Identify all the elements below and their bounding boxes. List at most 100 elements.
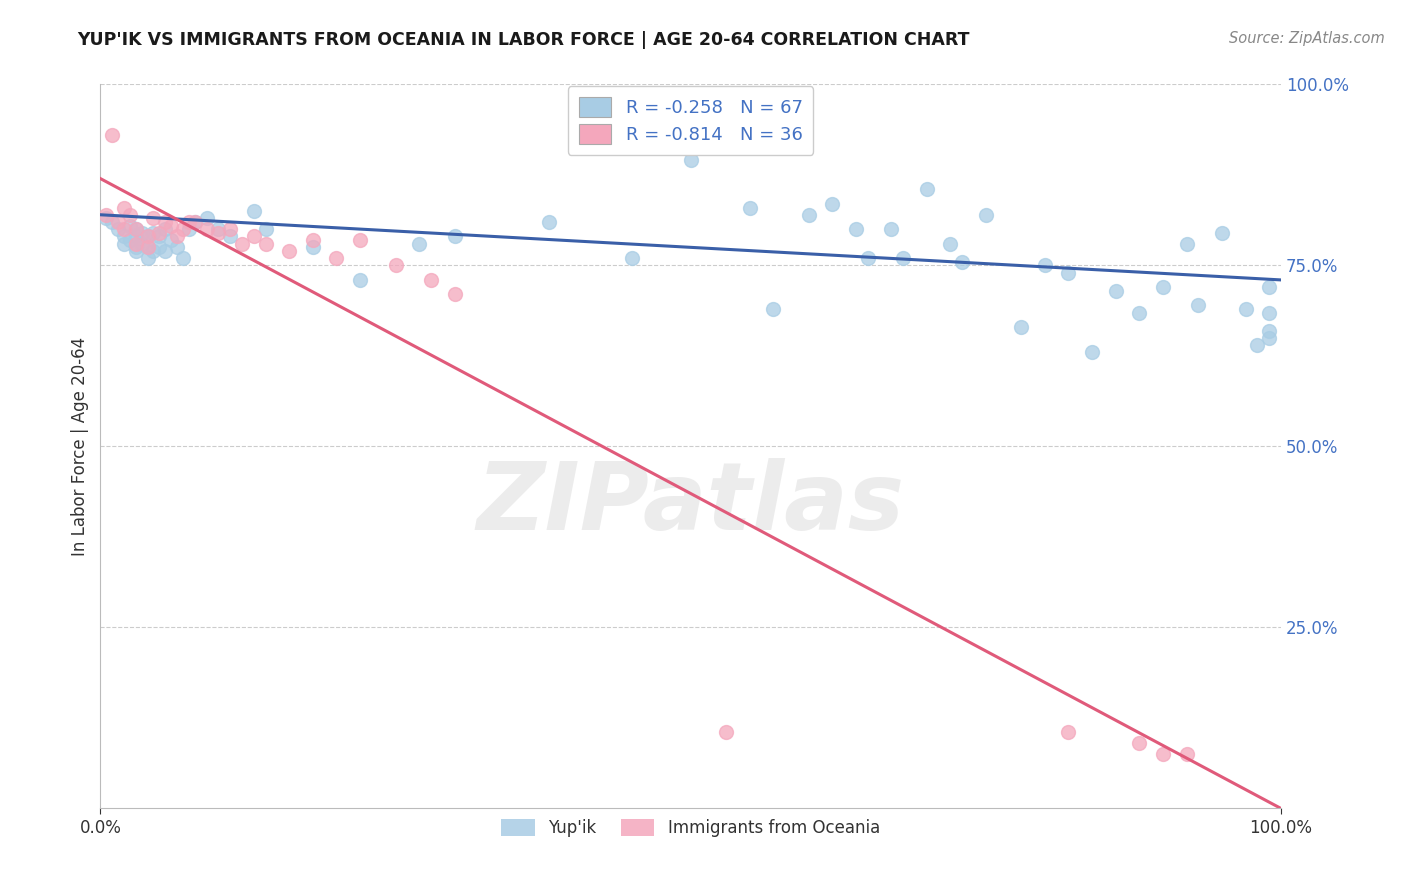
Point (443, 287, 465, 301)
Point (118, 219, 141, 233)
Point (136, 240, 159, 254)
Point (1057, 266, 1080, 280)
Point (302, 240, 325, 254)
Point (1152, 280, 1174, 294)
Point (880, 222, 903, 236)
Point (939, 236, 962, 251)
Point (231, 236, 253, 251)
Point (118, 233, 141, 247)
Point (325, 251, 347, 265)
Point (384, 259, 406, 273)
Point (107, 215, 129, 229)
Point (738, 201, 761, 215)
Point (148, 226, 170, 240)
Point (1258, 331, 1281, 345)
Point (125, 236, 148, 251)
Point (1175, 236, 1198, 251)
Point (1105, 284, 1128, 298)
Point (112, 229, 135, 244)
Point (1128, 305, 1150, 319)
Point (166, 240, 188, 254)
Point (125, 229, 148, 244)
Text: YUP'IK VS IMMIGRANTS FROM OCEANIA IN LABOR FORCE | AGE 20-64 CORRELATION CHART: YUP'IK VS IMMIGRANTS FROM OCEANIA IN LAB… (77, 31, 970, 49)
Point (112, 201, 135, 215)
Point (856, 251, 879, 265)
Point (537, 215, 560, 229)
Point (845, 222, 868, 236)
Point (160, 219, 183, 233)
Point (1246, 338, 1268, 352)
Point (160, 233, 183, 247)
Point (1258, 305, 1281, 319)
Point (1033, 259, 1056, 273)
Point (419, 273, 441, 287)
Point (136, 240, 159, 254)
Point (1057, 725, 1080, 739)
Point (184, 215, 207, 229)
Point (278, 244, 301, 258)
Point (620, 251, 643, 265)
Point (219, 229, 242, 244)
Point (1211, 226, 1233, 240)
Point (714, 725, 737, 739)
Y-axis label: In Labor Force | Age 20-64: In Labor Force | Age 20-64 (72, 337, 89, 556)
Point (974, 208, 997, 222)
Point (96, 211, 118, 226)
Point (1010, 320, 1032, 334)
Point (125, 222, 148, 236)
Text: Source: ZipAtlas.com: Source: ZipAtlas.com (1229, 31, 1385, 46)
Point (1081, 345, 1104, 359)
Point (155, 244, 177, 258)
Point (243, 204, 266, 219)
Point (148, 240, 170, 254)
Point (142, 211, 165, 226)
Point (142, 226, 165, 240)
Point (195, 211, 218, 226)
Point (172, 222, 194, 236)
Point (177, 222, 200, 236)
Point (302, 233, 325, 247)
Point (891, 251, 914, 265)
Point (679, 153, 702, 168)
Point (797, 208, 820, 222)
Point (148, 229, 170, 244)
Point (136, 229, 159, 244)
Point (254, 222, 277, 236)
Point (131, 236, 153, 251)
Point (184, 215, 207, 229)
Point (155, 215, 177, 229)
Point (125, 240, 148, 254)
Point (112, 236, 135, 251)
Point (118, 208, 141, 222)
Point (762, 301, 785, 316)
Point (107, 222, 129, 236)
Point (408, 236, 430, 251)
Point (125, 222, 148, 236)
Point (1187, 298, 1209, 312)
Point (1175, 747, 1198, 761)
Point (1128, 736, 1150, 750)
Point (1152, 747, 1174, 761)
Point (1234, 301, 1257, 316)
Point (207, 222, 229, 236)
Point (177, 215, 200, 229)
Point (172, 251, 194, 265)
Point (136, 251, 159, 265)
Point (101, 128, 124, 142)
Point (207, 226, 229, 240)
Point (1258, 280, 1281, 294)
Point (166, 229, 188, 244)
Point (254, 236, 277, 251)
Point (131, 226, 153, 240)
Point (155, 222, 177, 236)
Legend: Yup'ik, Immigrants from Oceania: Yup'ik, Immigrants from Oceania (495, 812, 887, 844)
Point (443, 229, 465, 244)
Point (125, 244, 148, 258)
Point (112, 222, 135, 236)
Point (349, 273, 371, 287)
Point (349, 233, 371, 247)
Point (1258, 324, 1281, 338)
Point (243, 229, 266, 244)
Point (915, 182, 938, 196)
Point (101, 215, 124, 229)
